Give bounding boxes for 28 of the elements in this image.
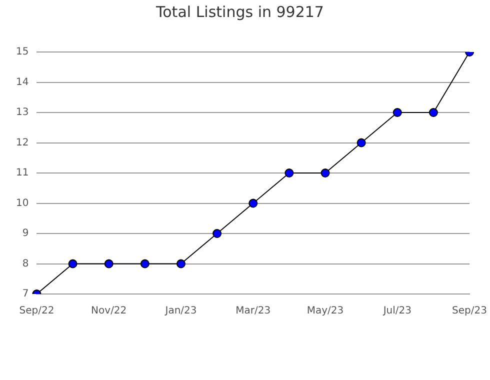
point (320, 168, 330, 178)
x-tick-label: Sep/23 (452, 306, 488, 317)
x-tick-label: Jan/23 (164, 306, 197, 317)
y-tick-label: 8 (22, 258, 29, 270)
x-tick-label: Nov/22 (91, 306, 127, 317)
point (356, 138, 366, 148)
point (428, 108, 438, 117)
x-tick-label: May/23 (306, 306, 344, 317)
y-tick-label: 7 (22, 288, 29, 300)
point (176, 259, 186, 268)
point (248, 198, 258, 208)
y-tick-label: 15 (16, 46, 29, 58)
y-tick-label: 13 (16, 107, 29, 118)
y-tick-label: 9 (22, 228, 29, 240)
chart-title: Total Listings in 99217 (155, 2, 324, 21)
point (104, 259, 114, 268)
x-tick-label: Jul/23 (382, 306, 412, 317)
y-tick-label: 10 (16, 198, 29, 209)
point (284, 168, 294, 178)
y-tick-label: 11 (16, 168, 29, 179)
point (68, 259, 78, 268)
point (140, 259, 150, 268)
point (212, 229, 222, 238)
y-tick-label: 14 (16, 76, 29, 88)
point (392, 108, 402, 117)
x-tick-label: Mar/23 (236, 306, 271, 317)
y-tick-label: 12 (16, 137, 29, 148)
x-tick-label: Sep/22 (19, 306, 54, 317)
